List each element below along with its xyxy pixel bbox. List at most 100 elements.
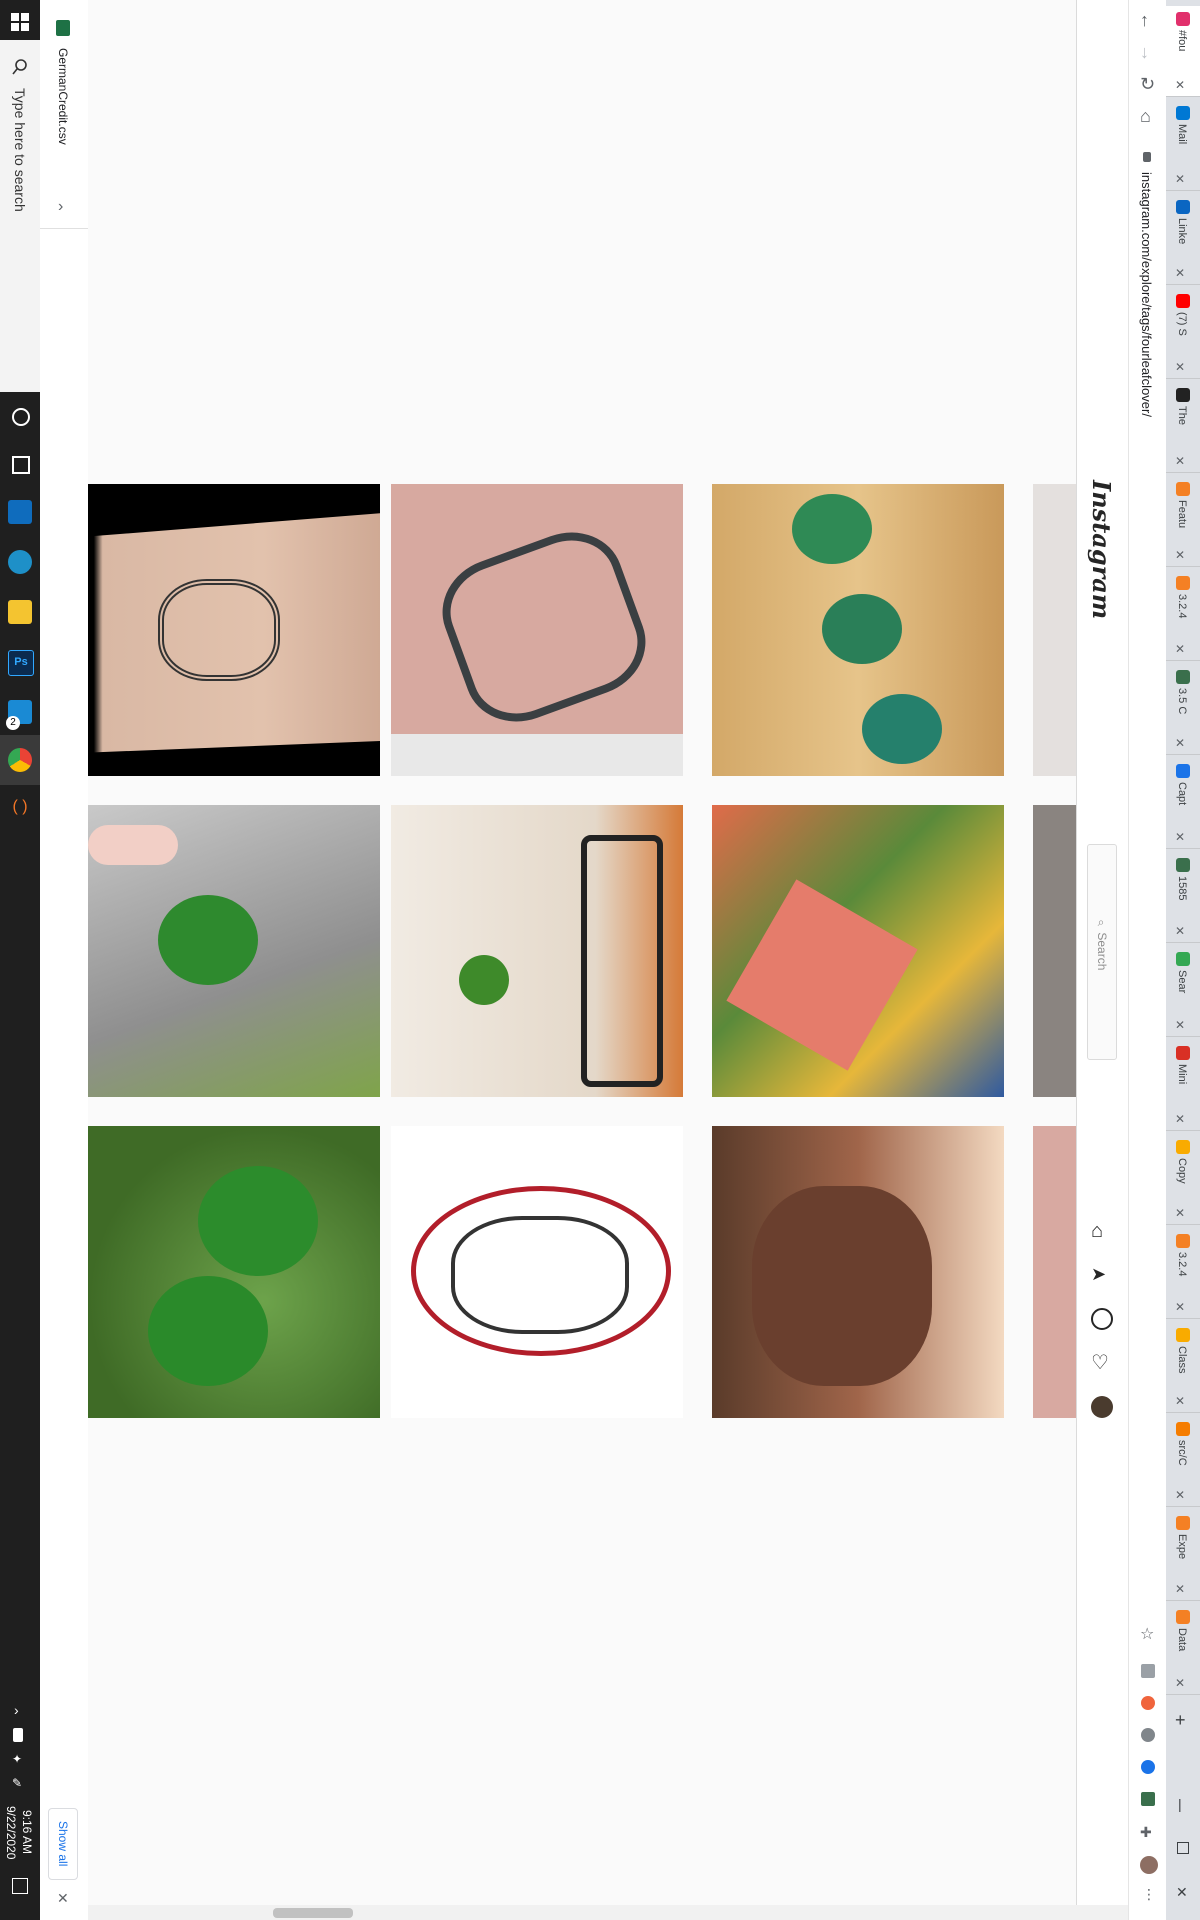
home-icon[interactable]: ⌂	[1091, 1220, 1104, 1242]
browser-tab[interactable]: Copy ✕	[1166, 1134, 1200, 1225]
instagram-search-box[interactable]: ⌕ Search	[1087, 844, 1117, 1060]
post-thumbnail[interactable]	[712, 805, 1004, 1097]
explore-icon[interactable]	[1091, 1308, 1113, 1330]
browser-tab[interactable]: (7) S ✕	[1166, 288, 1200, 379]
extension-green-icon[interactable]	[1141, 1792, 1155, 1806]
profile-avatar[interactable]	[1091, 1396, 1113, 1418]
taskbar-date[interactable]: 9/22/2020	[4, 1806, 18, 1860]
post-thumbnail[interactable]	[391, 1126, 683, 1418]
direct-message-icon[interactable]: ➤	[1091, 1264, 1107, 1284]
tab-close-icon[interactable]: ✕	[1175, 1488, 1186, 1502]
battery-icon[interactable]	[13, 1728, 23, 1742]
post-thumbnail[interactable]	[88, 484, 380, 776]
taskbar-chrome-icon[interactable]	[8, 748, 32, 772]
activity-heart-icon[interactable]: ♡	[1091, 1352, 1109, 1374]
post-thumbnail[interactable]	[391, 805, 683, 1097]
instagram-logo[interactable]: Instagram	[1087, 480, 1116, 620]
tab-close-icon[interactable]: ✕	[1175, 1112, 1186, 1126]
browser-tab[interactable]: Featu ✕	[1166, 476, 1200, 567]
taskbar-outlook-icon[interactable]	[8, 500, 32, 524]
browser-tab[interactable]: #fou ✕	[1166, 6, 1200, 97]
browser-tab[interactable]: Capt ✕	[1166, 758, 1200, 849]
tab-close-icon[interactable]: ✕	[1175, 454, 1186, 468]
browser-tab[interactable]: src/C ✕	[1166, 1416, 1200, 1507]
download-item[interactable]: GermanCredit.csv ›	[40, 8, 88, 229]
tab-close-icon[interactable]: ✕	[1175, 642, 1186, 656]
tab-close-icon[interactable]: ✕	[1175, 548, 1186, 562]
notifications-icon[interactable]	[12, 1878, 28, 1894]
tab-close-icon[interactable]: ✕	[1175, 1676, 1186, 1690]
browser-tab[interactable]: Sear ✕	[1166, 946, 1200, 1037]
post-thumbnail[interactable]	[1033, 484, 1076, 776]
taskbar-time[interactable]: 9:16 AM	[20, 1810, 34, 1855]
browser-tab[interactable]: The ✕	[1166, 382, 1200, 473]
tab-label: The	[1176, 406, 1188, 425]
task-view-icon[interactable]	[12, 456, 30, 474]
post-thumbnail[interactable]	[88, 805, 380, 1097]
tab-close-icon[interactable]: ✕	[1175, 924, 1186, 938]
tab-close-icon[interactable]: ✕	[1175, 1206, 1186, 1220]
taskbar-edge-icon[interactable]	[8, 550, 32, 574]
cortana-icon[interactable]	[12, 408, 30, 426]
browser-tab[interactable]: Class ✕	[1166, 1322, 1200, 1413]
tab-close-icon[interactable]: ✕	[1175, 1394, 1186, 1408]
browser-tab[interactable]: Mail ✕	[1166, 100, 1200, 191]
tab-close-icon[interactable]: ✕	[1175, 78, 1186, 92]
scrollbar-thumb[interactable]	[273, 1908, 353, 1918]
browser-tab[interactable]: 3.2.4 ✕	[1166, 570, 1200, 661]
network-icon[interactable]: ✦	[12, 1752, 23, 1766]
tab-close-icon[interactable]: ✕	[1175, 830, 1186, 844]
download-chevron-icon[interactable]: ›	[58, 198, 64, 215]
tab-close-icon[interactable]: ✕	[1175, 1300, 1186, 1314]
new-tab-button[interactable]: +	[1175, 1710, 1186, 1730]
address-bar[interactable]: instagram.com/explore/tags/fourleafclove…	[1139, 172, 1154, 417]
tab-close-icon[interactable]: ✕	[1175, 736, 1186, 750]
bookmark-star-icon[interactable]: ☆	[1140, 1626, 1155, 1643]
post-thumbnail[interactable]	[712, 484, 1004, 776]
tab-close-icon[interactable]: ✕	[1175, 1582, 1186, 1596]
start-button[interactable]	[10, 12, 30, 32]
tab-close-icon[interactable]: ✕	[1175, 360, 1186, 374]
post-thumbnail[interactable]	[712, 1126, 1004, 1418]
post-thumbnail[interactable]	[1033, 1126, 1076, 1418]
extension-gray-icon[interactable]	[1141, 1728, 1155, 1742]
tab-close-icon[interactable]: ✕	[1175, 266, 1186, 280]
tab-label: Linke	[1176, 218, 1188, 245]
browser-tab[interactable]: Expe ✕	[1166, 1510, 1200, 1601]
horizontal-scrollbar[interactable]	[88, 1905, 1128, 1920]
restore-window-icon[interactable]	[1177, 1842, 1189, 1854]
extension-translate-icon[interactable]	[1141, 1664, 1155, 1678]
browser-tab[interactable]: Data ✕	[1166, 1604, 1200, 1695]
tab-close-icon[interactable]: ✕	[1175, 172, 1186, 186]
tab-close-icon[interactable]: ✕	[1175, 1018, 1186, 1032]
browser-tab[interactable]: 3.2.4 ✕	[1166, 1228, 1200, 1319]
post-thumbnail[interactable]	[1033, 805, 1076, 1097]
post-thumbnail[interactable]	[391, 484, 683, 776]
show-all-button[interactable]: Show all	[48, 1808, 78, 1880]
taskbar-search-box[interactable]: Type here to search	[0, 40, 40, 392]
forward-arrow-icon[interactable]: ↓	[1140, 42, 1149, 62]
extensions-puzzle-icon[interactable]: ✚	[1140, 1824, 1152, 1840]
close-download-shelf-icon[interactable]: ✕	[57, 1890, 69, 1906]
home-button-icon[interactable]: ⌂	[1140, 106, 1151, 126]
minimize-window-icon[interactable]: |	[1178, 1796, 1182, 1812]
post-thumbnail[interactable]	[88, 1126, 380, 1418]
browser-tab[interactable]: Linke ✕	[1166, 194, 1200, 285]
close-window-icon[interactable]: ✕	[1176, 1884, 1188, 1900]
browser-tab[interactable]: Mini ✕	[1166, 1040, 1200, 1131]
taskbar-photoshop-icon[interactable]: Ps	[8, 650, 34, 676]
back-arrow-icon[interactable]: ↑	[1140, 10, 1149, 30]
browser-tab[interactable]: 1585 ✕	[1166, 852, 1200, 943]
system-tray-chevron-icon[interactable]: ›	[14, 1702, 19, 1718]
menu-dots-icon[interactable]: ⋮	[1142, 1886, 1156, 1902]
browser-tab[interactable]: 3.5 C ✕	[1166, 664, 1200, 755]
instagram-header: Instagram ⌕ Search ⌂ ➤ ♡	[1076, 0, 1129, 1905]
taskbar-file-explorer-icon[interactable]	[8, 600, 32, 624]
profile-icon[interactable]	[1140, 1856, 1158, 1874]
extension-red-icon[interactable]	[1141, 1696, 1155, 1710]
extension-blue-icon[interactable]	[1141, 1760, 1155, 1774]
reload-icon[interactable]: ↻	[1140, 74, 1156, 94]
pen-icon[interactable]: ✎	[12, 1776, 23, 1790]
tab-favicon-icon	[1176, 1140, 1190, 1154]
taskbar-jupyter-icon[interactable]: ( )	[12, 798, 28, 815]
